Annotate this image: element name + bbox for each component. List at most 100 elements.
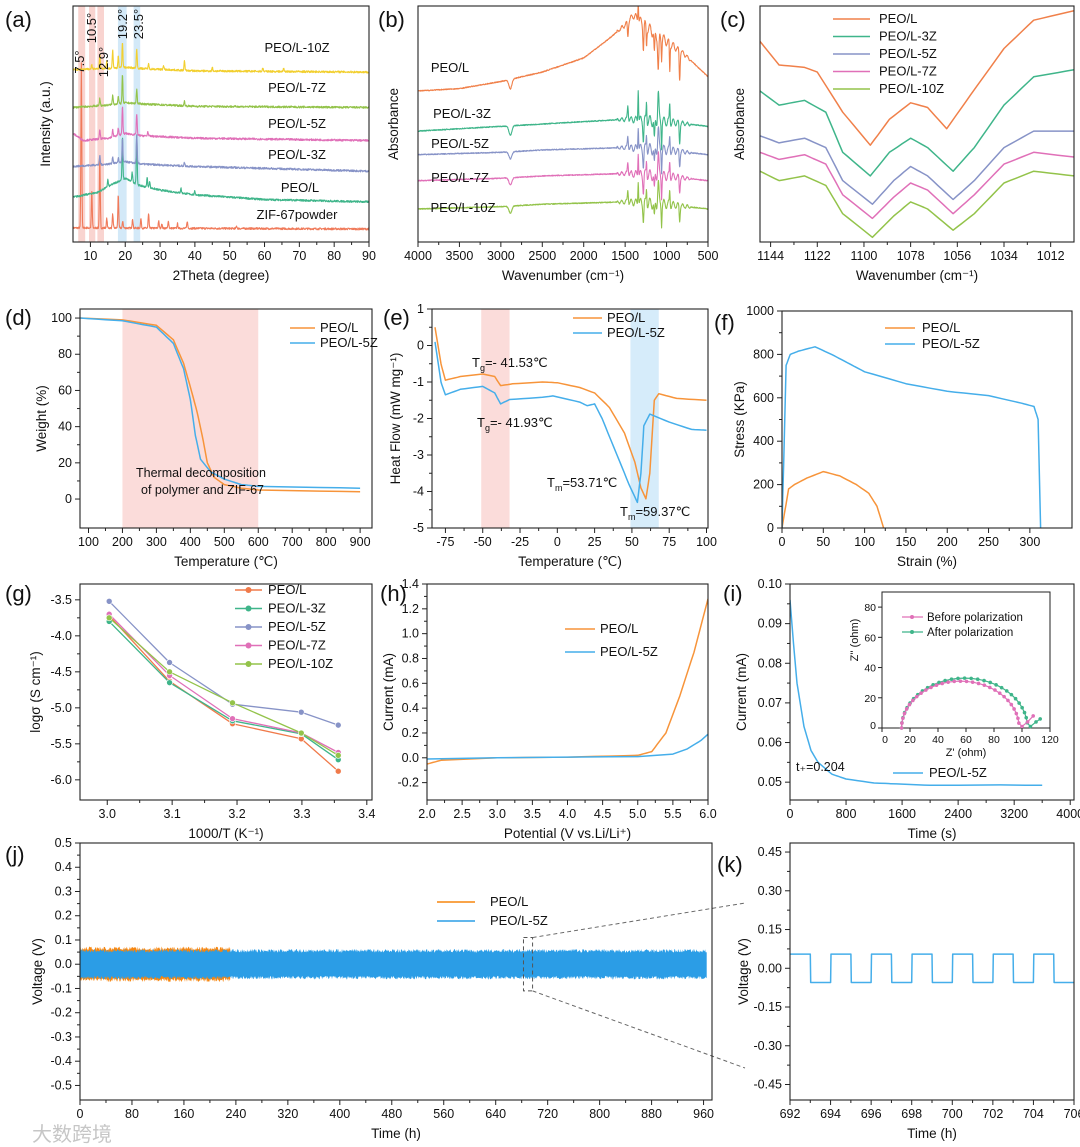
inset-point xyxy=(940,681,945,686)
peak-annotation: 7.5° xyxy=(72,50,87,73)
inset-point xyxy=(958,679,963,683)
series-label: PEO/L-5Z xyxy=(268,116,326,131)
y-tick-label: 0.08 xyxy=(758,656,782,670)
series-peo-l-3z xyxy=(73,134,369,173)
panel-tag: (c) xyxy=(720,7,746,32)
inset-point xyxy=(1038,717,1042,721)
x-tick-label: 696 xyxy=(861,1107,882,1121)
peak-annotation: 10.5° xyxy=(84,13,99,44)
panel-tag: (g) xyxy=(5,581,32,606)
x-tick-label: 400 xyxy=(180,535,201,549)
y-axis-title: Stress (KPa) xyxy=(732,381,747,458)
y-tick-label: 0 xyxy=(417,339,424,353)
x-tick-label: 3200 xyxy=(1000,807,1028,821)
panel-tag: (f) xyxy=(714,310,735,335)
y-tick-label: 1000 xyxy=(746,304,774,318)
plot-frame xyxy=(79,842,713,1101)
inset-x-tick-label: 60 xyxy=(960,734,972,746)
x-tick-label: 1100 xyxy=(851,249,878,263)
inset-point xyxy=(1014,711,1019,716)
plot-area xyxy=(782,346,1042,528)
inset-point xyxy=(924,688,928,692)
y-tick-label: 60 xyxy=(58,383,72,397)
y-axis-title: Voltage (V) xyxy=(736,938,751,1005)
inset-point xyxy=(1009,692,1014,697)
inset-point xyxy=(902,711,907,716)
inset-point xyxy=(929,685,933,690)
y-tick-label: -4.0 xyxy=(50,629,72,643)
x-tick-label: 3.0 xyxy=(489,807,506,821)
peak-annotation: 23.5° xyxy=(131,9,146,40)
legend-label: PEO/L-5Z xyxy=(607,325,665,340)
panel-f: 0 50 100 150 200 250 300 0 200 400 600 800 1000 Strai… xyxy=(714,304,1073,569)
x-tick-label: 300 xyxy=(146,535,167,549)
y-tick-label: -0.3 xyxy=(50,1030,72,1044)
x-tick-label: 160 xyxy=(173,1107,194,1121)
data-point xyxy=(334,767,342,775)
data-point xyxy=(297,729,305,737)
panel-a: 10 20 30 40 50 60 70 80 90 2Theta (degree) Intensi… xyxy=(5,5,376,283)
annotation: Tm=53.71℃ xyxy=(547,475,617,493)
inset-y-tick-label: 40 xyxy=(864,663,876,675)
highlight-band xyxy=(89,6,96,242)
plot-area xyxy=(760,9,1074,239)
y-tick-label: -4.5 xyxy=(50,665,72,679)
inset-y-tick-label: 60 xyxy=(864,632,876,644)
y-axis-title: Current (mA) xyxy=(381,653,396,731)
series-peo-l-10z xyxy=(418,179,708,229)
inset-point xyxy=(956,676,960,681)
y-tick-label: -0.5 xyxy=(50,1078,72,1092)
legend-label: PEO/L xyxy=(600,621,638,636)
legend-label: PEO/L xyxy=(268,582,306,597)
x-tick-label: 4000 xyxy=(404,249,432,263)
x-axis-title: 1000/T (K⁻¹) xyxy=(188,826,263,841)
legend-label: PEO/L-7Z xyxy=(879,64,937,79)
legend-marker xyxy=(245,587,252,593)
x-tick-label: 40 xyxy=(188,249,202,263)
x-tick-label: 50 xyxy=(625,535,639,549)
plot-area xyxy=(105,597,342,775)
inset-point xyxy=(1022,710,1027,715)
series-label: PEO/L xyxy=(281,180,319,195)
inset-point xyxy=(1028,724,1033,729)
series-peo-l-3z xyxy=(760,68,1074,177)
series-peo-l-3z xyxy=(418,90,708,151)
y-tick-label: -1 xyxy=(413,375,424,389)
series-label: PEO/L-3Z xyxy=(268,147,326,162)
panel-tag: (a) xyxy=(5,7,32,32)
annotation: of polymer and ZIF-67 xyxy=(141,483,264,497)
series-peo-l-5z xyxy=(790,953,1074,984)
x-tick-label: 3500 xyxy=(446,249,474,263)
x-tick-label: 1078 xyxy=(897,249,925,263)
x-tick-label: 3.2 xyxy=(228,807,245,821)
annotation: Thermal decomposition xyxy=(136,466,266,480)
legend-marker xyxy=(245,605,252,612)
legend-label: PEO/L-3Z xyxy=(268,601,326,616)
y-tick-label: 0.1 xyxy=(55,933,72,947)
inset-point xyxy=(1016,716,1020,721)
x-tick-label: 400 xyxy=(329,1107,350,1121)
x-tick-label: 25 xyxy=(588,535,602,549)
x-tick-label: 30 xyxy=(153,249,167,263)
legend-label: PEO/L-10Z xyxy=(879,81,944,96)
x-tick-label: 200 xyxy=(112,535,133,549)
y-tick-label: -6.0 xyxy=(50,773,72,787)
inset-legend-label: After polarization xyxy=(927,627,1013,639)
series-peo-l-5z xyxy=(434,341,707,504)
highlight-band xyxy=(481,309,510,528)
legend-marker xyxy=(245,642,252,649)
series-peo-l-5z xyxy=(80,949,707,980)
series-peo-l xyxy=(760,9,1074,146)
x-tick-label: -25 xyxy=(511,535,529,549)
y-tick-label: 0.0 xyxy=(55,957,72,971)
x-tick-label: 3.5 xyxy=(524,807,541,821)
legend-label: PEO/L-5Z xyxy=(929,765,987,780)
annotation: t₊=0.204 xyxy=(796,760,845,774)
inset-point xyxy=(993,688,997,692)
plot-area xyxy=(790,953,1074,984)
series-peo-l-10z xyxy=(73,43,369,74)
series-label: ZIF-67powder xyxy=(257,207,339,222)
x-tick-label: 300 xyxy=(1019,535,1040,549)
